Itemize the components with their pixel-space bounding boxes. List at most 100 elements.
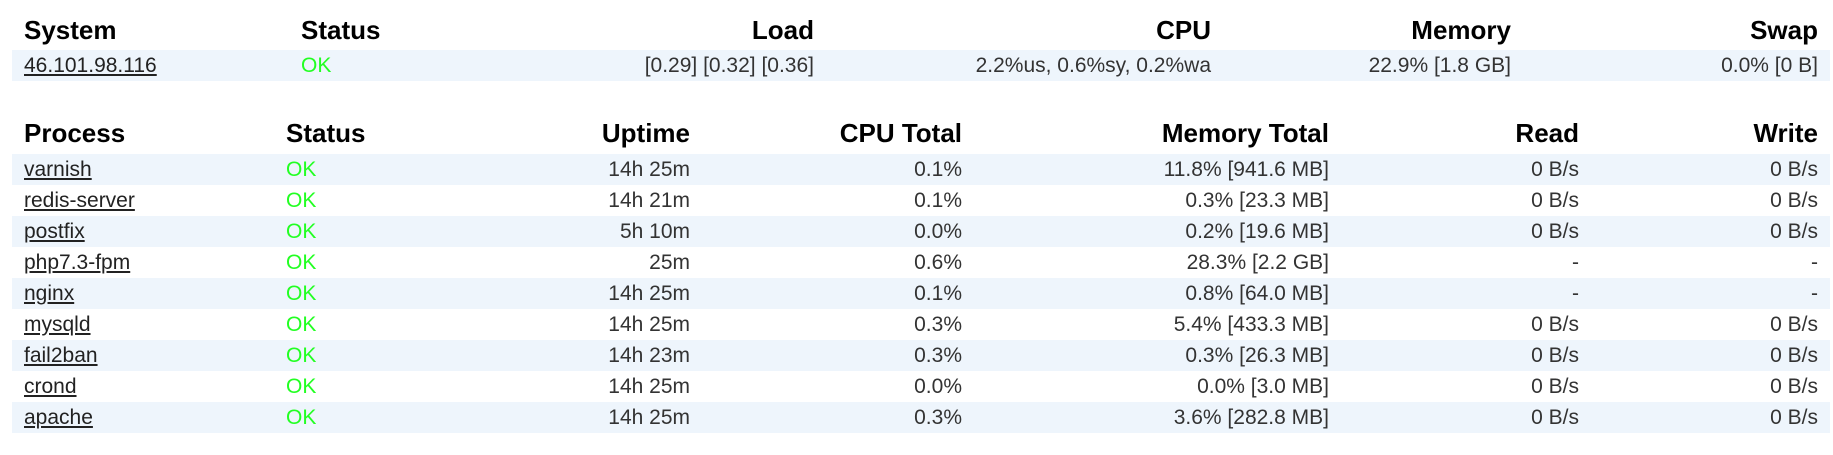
process-header-row: Process Status Uptime CPU Total Memory T… — [12, 112, 1830, 154]
process-write-cell: - — [1811, 281, 1818, 305]
process-uptime-cell: 14h 25m — [608, 374, 690, 398]
process-name-cell: varnish — [12, 154, 274, 185]
status-column-header: Status — [301, 14, 381, 45]
process-name-cell: mysqld — [12, 309, 274, 340]
system-column-header: System — [24, 14, 117, 45]
process-status-cell: OK — [286, 343, 317, 367]
process-read-cell: 0 B/s — [1531, 157, 1579, 181]
table-row: mysqld OK 14h 25m 0.3% 5.4% [433.3 MB] 0… — [12, 309, 1830, 340]
process-write-cell: 0 B/s — [1770, 343, 1818, 367]
process-name-cell: crond — [12, 371, 274, 402]
process-table: Process Status Uptime CPU Total Memory T… — [12, 112, 1830, 433]
system-load-cell: [0.29] [0.32] [0.36] — [644, 53, 814, 77]
process-link[interactable]: postfix — [24, 219, 85, 243]
process-uptime-cell: 14h 25m — [608, 281, 690, 305]
process-uptime-cell: 14h 25m — [608, 405, 690, 429]
process-link[interactable]: fail2ban — [24, 343, 98, 367]
system-swap-cell: 0.0% [0 B] — [1721, 53, 1818, 77]
cpu-column-header: CPU — [1156, 14, 1211, 45]
system-cpu-cell: 2.2%us, 0.6%sy, 0.2%wa — [975, 53, 1211, 77]
process-write-cell: 0 B/s — [1770, 405, 1818, 429]
process-memory-cell: 0.8% [64.0 MB] — [1185, 281, 1329, 305]
process-cpu-cell: 0.3% — [914, 343, 962, 367]
system-row: 46.101.98.116 OK [0.29] [0.32] [0.36] 2.… — [12, 50, 1830, 81]
process-read-cell: 0 B/s — [1531, 343, 1579, 367]
process-memory-cell: 3.6% [282.8 MB] — [1173, 405, 1329, 429]
process-read-cell: - — [1572, 250, 1579, 274]
process-link[interactable]: mysqld — [24, 312, 91, 336]
process-cpu-cell: 0.1% — [914, 281, 962, 305]
process-read-cell: 0 B/s — [1531, 312, 1579, 336]
process-cpu-cell: 0.0% — [914, 219, 962, 243]
system-status-cell: OK — [301, 53, 332, 77]
process-link[interactable]: nginx — [24, 281, 75, 305]
process-uptime-cell: 25m — [649, 250, 690, 274]
process-write-cell: 0 B/s — [1770, 188, 1818, 212]
process-status-cell: OK — [286, 250, 317, 274]
process-status-cell: OK — [286, 312, 317, 336]
process-uptime-cell: 14h 23m — [608, 343, 690, 367]
memory-column-header: Memory — [1411, 14, 1511, 45]
process-name-cell: nginx — [12, 278, 274, 309]
process-write-cell: 0 B/s — [1770, 219, 1818, 243]
process-memory-cell: 28.3% [2.2 GB] — [1186, 250, 1329, 274]
system-host-cell: 46.101.98.116 — [12, 50, 289, 81]
system-host-link[interactable]: 46.101.98.116 — [24, 53, 157, 77]
process-link[interactable]: crond — [24, 374, 77, 398]
process-status-cell: OK — [286, 188, 317, 212]
process-uptime-cell: 5h 10m — [619, 219, 690, 243]
cpu-total-column-header: CPU Total — [839, 117, 962, 148]
process-write-cell: 0 B/s — [1770, 312, 1818, 336]
process-memory-cell: 5.4% [433.3 MB] — [1173, 312, 1329, 336]
table-row: fail2ban OK 14h 23m 0.3% 0.3% [26.3 MB] … — [12, 340, 1830, 371]
process-link[interactable]: varnish — [24, 157, 92, 181]
system-memory-cell: 22.9% [1.8 GB] — [1368, 53, 1511, 77]
process-status-cell: OK — [286, 405, 317, 429]
process-link[interactable]: redis-server — [24, 188, 135, 212]
system-header-row: System Status Load CPU Memory Swap — [12, 10, 1830, 50]
process-memory-cell: 0.3% [23.3 MB] — [1185, 188, 1329, 212]
process-name-cell: php7.3-fpm — [12, 247, 274, 278]
read-column-header: Read — [1515, 117, 1579, 148]
load-column-header: Load — [751, 14, 814, 45]
process-table-body: varnish OK 14h 25m 0.1% 11.8% [941.6 MB]… — [12, 154, 1830, 433]
process-uptime-cell: 14h 25m — [608, 157, 690, 181]
process-column-header: Process — [24, 117, 126, 148]
swap-column-header: Swap — [1750, 14, 1818, 45]
table-row: nginx OK 14h 25m 0.1% 0.8% [64.0 MB] - - — [12, 278, 1830, 309]
table-row: postfix OK 5h 10m 0.0% 0.2% [19.6 MB] 0 … — [12, 216, 1830, 247]
table-row: redis-server OK 14h 21m 0.1% 0.3% [23.3 … — [12, 185, 1830, 216]
process-status-cell: OK — [286, 219, 317, 243]
process-memory-cell: 0.2% [19.6 MB] — [1185, 219, 1329, 243]
table-row: apache OK 14h 25m 0.3% 3.6% [282.8 MB] 0… — [12, 402, 1830, 433]
process-link[interactable]: apache — [24, 405, 93, 429]
process-memory-cell: 11.8% [941.6 MB] — [1163, 157, 1329, 181]
process-status-cell: OK — [286, 374, 317, 398]
system-table-body: 46.101.98.116 OK [0.29] [0.32] [0.36] 2.… — [12, 50, 1830, 81]
process-name-cell: postfix — [12, 216, 274, 247]
process-status-cell: OK — [286, 157, 317, 181]
process-table-header: Process Status Uptime CPU Total Memory T… — [12, 112, 1830, 154]
process-cpu-cell: 0.0% — [914, 374, 962, 398]
table-row: php7.3-fpm OK 25m 0.6% 28.3% [2.2 GB] - … — [12, 247, 1830, 278]
process-name-cell: apache — [12, 402, 274, 433]
process-read-cell: 0 B/s — [1531, 405, 1579, 429]
table-row: varnish OK 14h 25m 0.1% 11.8% [941.6 MB]… — [12, 154, 1830, 185]
table-row: crond OK 14h 25m 0.0% 0.0% [3.0 MB] 0 B/… — [12, 371, 1830, 402]
process-read-cell: 0 B/s — [1531, 374, 1579, 398]
process-memory-cell: 0.0% [3.0 MB] — [1197, 374, 1329, 398]
process-cpu-cell: 0.1% — [914, 157, 962, 181]
process-read-cell: 0 B/s — [1531, 219, 1579, 243]
process-memory-cell: 0.3% [26.3 MB] — [1185, 343, 1329, 367]
process-name-cell: fail2ban — [12, 340, 274, 371]
process-uptime-cell: 14h 21m — [608, 188, 690, 212]
process-read-cell: 0 B/s — [1531, 188, 1579, 212]
process-cpu-cell: 0.3% — [914, 405, 962, 429]
process-write-cell: - — [1811, 250, 1818, 274]
process-read-cell: - — [1572, 281, 1579, 305]
process-status-cell: OK — [286, 281, 317, 305]
memory-total-column-header: Memory Total — [1161, 117, 1329, 148]
process-name-cell: redis-server — [12, 185, 274, 216]
process-link[interactable]: php7.3-fpm — [24, 250, 131, 274]
system-table-header: System Status Load CPU Memory Swap — [12, 10, 1830, 50]
